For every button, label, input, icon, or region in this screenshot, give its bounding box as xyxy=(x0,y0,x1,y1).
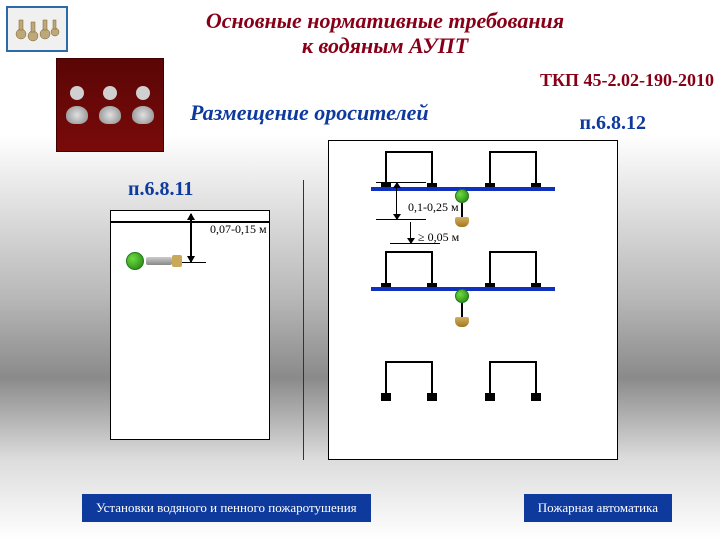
divider-line xyxy=(303,180,304,460)
measurement-left: 0,07-0,15 м xyxy=(210,222,267,237)
subtitle: Размещение оросителей xyxy=(190,100,429,126)
title-line-1: Основные нормативные требования xyxy=(206,8,564,33)
measurement-right-2: ≥ 0,05 м xyxy=(418,230,459,245)
slide: Основные нормативные требования к водяны… xyxy=(0,0,720,540)
footer-label-right: Пожарная автоматика xyxy=(524,494,672,522)
right-diagram-panel xyxy=(328,140,618,460)
page-title: Основные нормативные требования к водяны… xyxy=(170,8,600,59)
dim-tick xyxy=(180,221,206,222)
beam-unit xyxy=(489,361,537,395)
sprinkler-photo xyxy=(56,58,164,152)
footer-label-left: Установки водяного и пенного пожаротушен… xyxy=(82,494,371,522)
document-reference: ТКП 45-2.02-190-2010 xyxy=(540,70,714,91)
measurement-right-1: 0,1-0,25 м xyxy=(408,200,459,215)
beam-unit xyxy=(385,151,433,185)
dimension-arrow xyxy=(396,182,397,220)
dimension-arrow xyxy=(190,214,192,262)
section-ref-left: п.6.8.11 xyxy=(128,178,193,201)
beam-unit xyxy=(489,151,537,185)
beam-unit xyxy=(385,251,433,285)
sprinkler-pendent-icon xyxy=(455,289,469,327)
thumbnail-icon xyxy=(6,6,68,52)
beam-unit xyxy=(385,361,433,395)
dimension-arrow xyxy=(410,222,411,244)
section-ref-right: п.6.8.12 xyxy=(579,112,646,135)
beam-unit xyxy=(489,251,537,285)
title-line-2: к водяным АУПТ xyxy=(302,33,468,58)
